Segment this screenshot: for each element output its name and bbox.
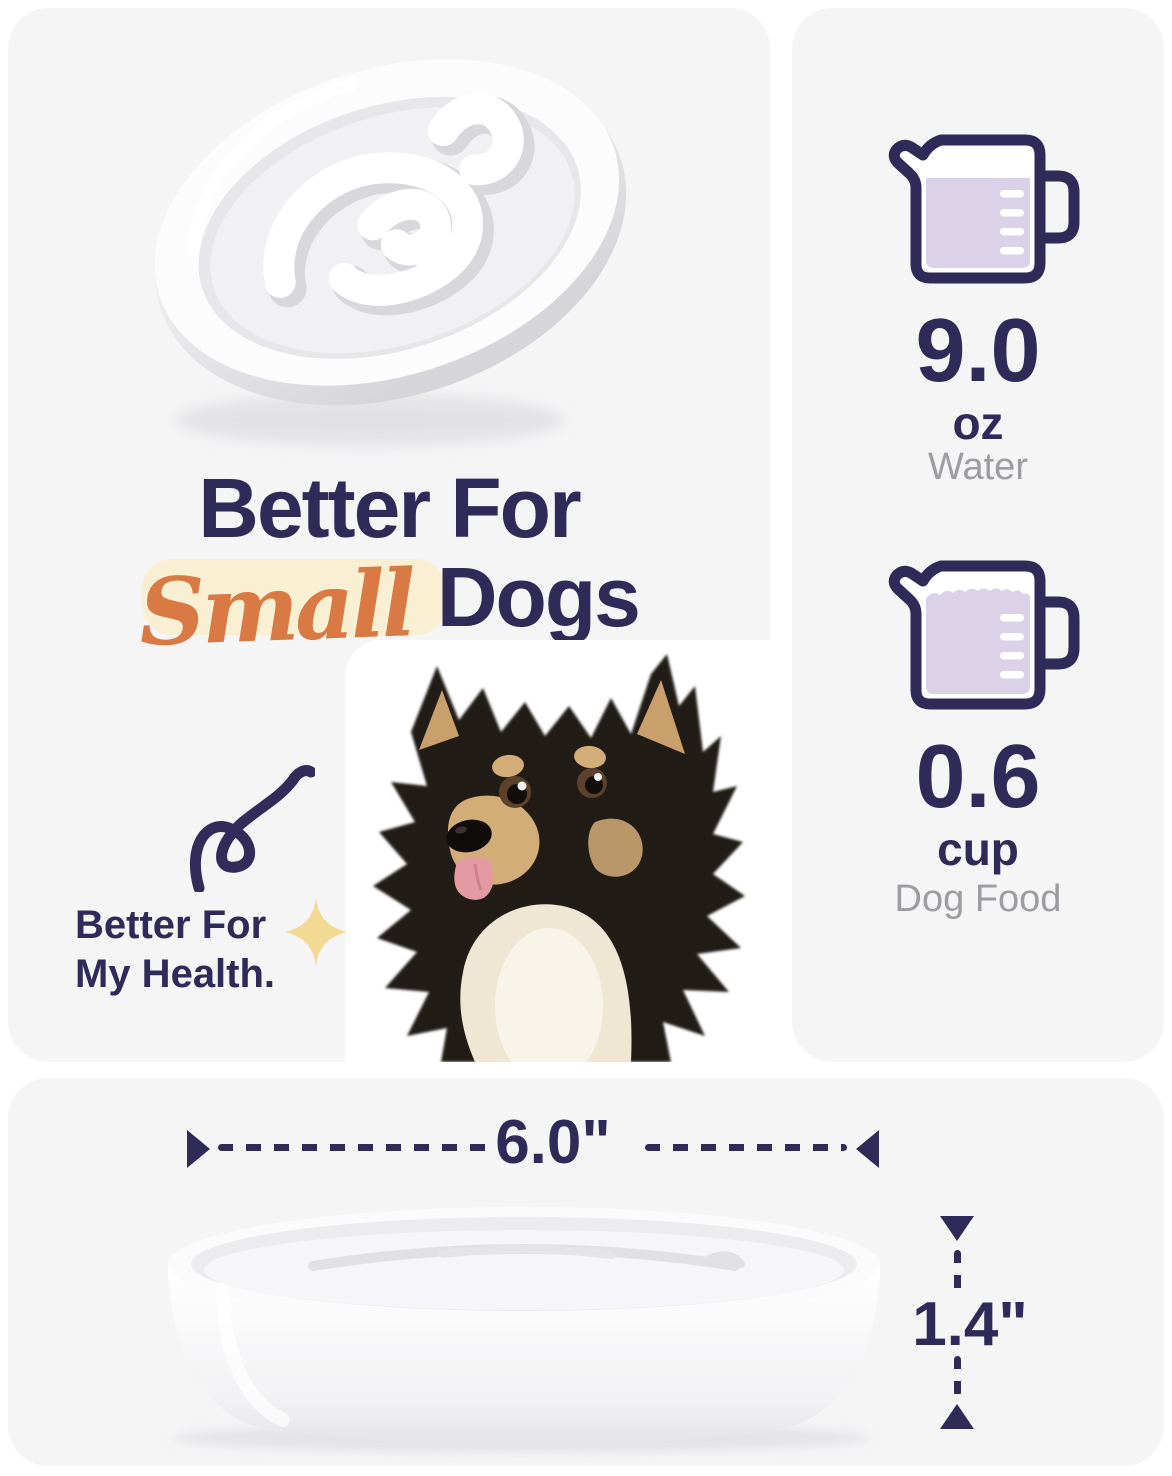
dimension-arrow-up-icon	[940, 1404, 974, 1429]
bowl-side-view-illustration	[168, 1207, 880, 1453]
dimension-dash-line	[954, 1250, 961, 1292]
serving-amounts-card: 9.0 oz Water 0.6 cup Dog Food	[792, 8, 1164, 1062]
bowl-side-view-photo	[143, 1178, 913, 1463]
food-amount-value: 0.6	[915, 727, 1041, 827]
measuring-cup-water-icon	[888, 134, 1080, 284]
squiggle-doodle-icon	[189, 765, 315, 892]
headline-line2: Small Dogs	[8, 548, 770, 678]
water-amount-unit: oz	[952, 397, 1004, 449]
dimensions-card: 6.0" 1.4"	[8, 1078, 1164, 1466]
water-amount-label: Water	[928, 446, 1028, 488]
food-amount-unit: cup	[937, 823, 1019, 875]
slow-feeder-bowl-photo	[120, 22, 660, 467]
dimension-dash-line	[218, 1144, 490, 1151]
headline-rest-word: Dogs	[436, 550, 641, 644]
dog-illustration	[373, 654, 745, 1062]
sparkle-icon	[284, 897, 348, 967]
dimension-arrow-left-icon	[187, 1130, 210, 1168]
dimension-arrow-down-icon	[940, 1216, 974, 1241]
caption-line1: Better For	[75, 903, 267, 947]
headline-line1: Better For	[198, 461, 581, 555]
dimension-arrow-right-icon	[856, 1130, 879, 1168]
caption: Better For My Health.	[75, 901, 275, 999]
measuring-cup-food-icon	[888, 560, 1080, 710]
dimension-dash-line	[954, 1356, 961, 1396]
slow-feeder-bowl-illustration	[154, 59, 627, 446]
bowl-width-value: 6.0"	[495, 1108, 611, 1177]
food-amount-label: Dog Food	[894, 878, 1062, 920]
hero-card: Better For Small Dogs	[8, 8, 770, 1062]
dog-photo	[345, 640, 770, 1062]
bowl-height-value: 1.4"	[912, 1290, 1028, 1359]
water-amount-value: 9.0	[915, 301, 1041, 401]
headline-highlight	[142, 559, 446, 635]
caption-line2: My Health.	[75, 951, 276, 996]
dimension-dash-line	[645, 1144, 847, 1151]
